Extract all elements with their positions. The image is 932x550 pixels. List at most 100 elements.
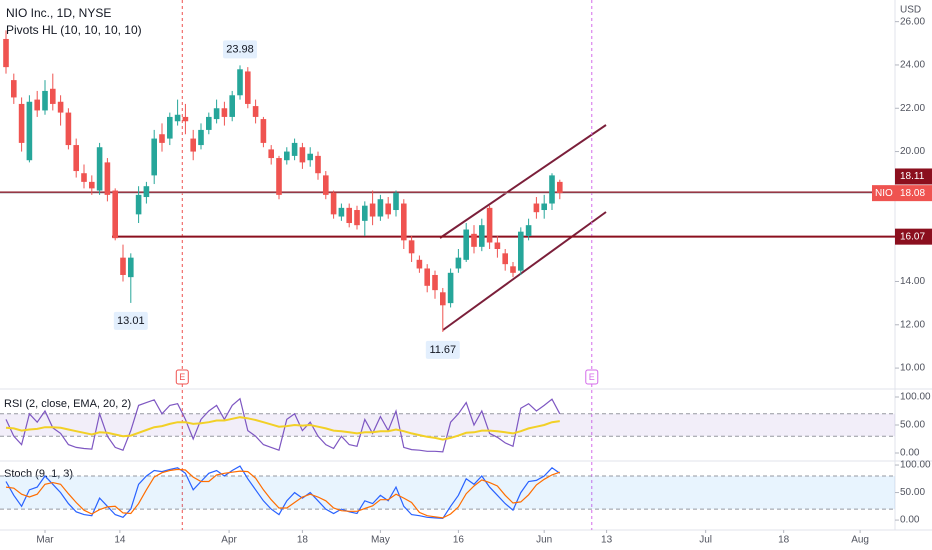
candle	[440, 287, 446, 332]
level-badge	[895, 228, 932, 245]
candle	[143, 181, 150, 204]
candle-body	[237, 69, 243, 96]
candle	[455, 248, 462, 273]
candle-body	[338, 207, 345, 217]
candle	[167, 112, 173, 146]
candle-body	[291, 142, 298, 156]
candle	[135, 186, 142, 224]
candle	[518, 227, 524, 275]
candle-body	[424, 268, 430, 286]
candle-body	[57, 101, 64, 113]
y-tick-label: 100.00	[900, 460, 931, 471]
candle-body	[159, 134, 165, 143]
x-tick-label: 13	[601, 535, 613, 546]
candle-body	[416, 259, 423, 269]
y-tick-label: 26.00	[900, 16, 925, 27]
indicator-label: Pivots HL (10, 10, 10, 10)	[6, 23, 142, 37]
candle	[3, 30, 9, 74]
stoch-title: Stoch (9, 1, 3)	[4, 468, 73, 480]
y-tick-label: 100.00	[900, 392, 931, 403]
candle-body	[463, 229, 469, 260]
candle-body	[471, 233, 477, 247]
candle	[479, 218, 485, 252]
candle	[73, 138, 79, 178]
candle	[284, 147, 290, 165]
candle-body	[510, 266, 516, 273]
candle-body	[65, 112, 72, 146]
candle-body	[518, 231, 524, 271]
candle-body	[213, 108, 220, 120]
event-badge	[175, 369, 189, 385]
candle-body	[104, 162, 111, 195]
candle	[330, 190, 337, 219]
chart-title: NIO Inc., 1D, NYSE	[6, 6, 111, 20]
candle	[252, 99, 259, 124]
candle-body	[128, 257, 134, 278]
candle	[486, 205, 493, 249]
candle	[401, 199, 407, 249]
candle-body	[557, 181, 563, 194]
candle	[96, 142, 103, 195]
candle	[494, 236, 501, 258]
candle-body	[362, 205, 368, 221]
pivot-label: 11.67	[429, 344, 456, 356]
level-badge	[895, 168, 932, 185]
candle	[541, 194, 547, 219]
candle-body	[268, 149, 274, 159]
candle-body	[89, 181, 95, 189]
level-label: 18.11	[900, 171, 925, 182]
candle	[268, 145, 274, 165]
candle-body	[354, 210, 360, 226]
pivot-label: 23.98	[226, 43, 254, 55]
candle-body	[206, 116, 212, 130]
pivot-badge	[113, 311, 148, 330]
candle-body	[174, 114, 181, 122]
candle-body	[3, 38, 9, 68]
candle	[120, 244, 126, 282]
candle-body	[346, 207, 352, 224]
y-tick-label: 20.00	[900, 146, 925, 157]
candle	[510, 261, 516, 278]
event-label: E	[179, 372, 185, 382]
candle-body	[533, 203, 540, 213]
candle	[533, 197, 540, 219]
candle-body	[385, 203, 391, 215]
candle-body	[73, 145, 79, 172]
candle	[377, 194, 384, 221]
x-tick-label: 16	[453, 535, 465, 546]
candle	[206, 112, 212, 135]
candle-body	[120, 257, 126, 275]
candle-body	[42, 90, 48, 111]
candle	[18, 97, 25, 152]
candle	[81, 164, 87, 189]
candle	[369, 190, 376, 226]
y-tick-label: 50.00	[900, 487, 925, 498]
candle	[42, 80, 48, 115]
candle-body	[307, 153, 313, 161]
candle	[151, 129, 157, 185]
candle-body	[221, 108, 228, 117]
y-tick-label: 0.00	[900, 515, 920, 526]
candle-body	[369, 203, 376, 217]
x-tick-label: Mar	[36, 535, 54, 546]
candle-body	[151, 138, 157, 176]
candle-body	[26, 101, 33, 161]
y-tick-label: 14.00	[900, 276, 925, 287]
candle-body	[408, 240, 415, 254]
candle	[424, 264, 430, 293]
candle	[237, 65, 243, 100]
last-price-label: 18.08	[900, 188, 925, 199]
candle-body	[252, 106, 259, 117]
candle-body	[401, 203, 407, 241]
candle	[245, 67, 251, 109]
candle	[50, 73, 56, 111]
candle-body	[440, 292, 446, 306]
candle	[346, 203, 352, 228]
candle	[557, 179, 563, 200]
x-tick-label: 18	[778, 535, 790, 546]
y-tick-label: 10.00	[900, 363, 925, 374]
candle-body	[299, 147, 306, 163]
candle	[362, 201, 368, 237]
candle-body	[455, 257, 462, 269]
